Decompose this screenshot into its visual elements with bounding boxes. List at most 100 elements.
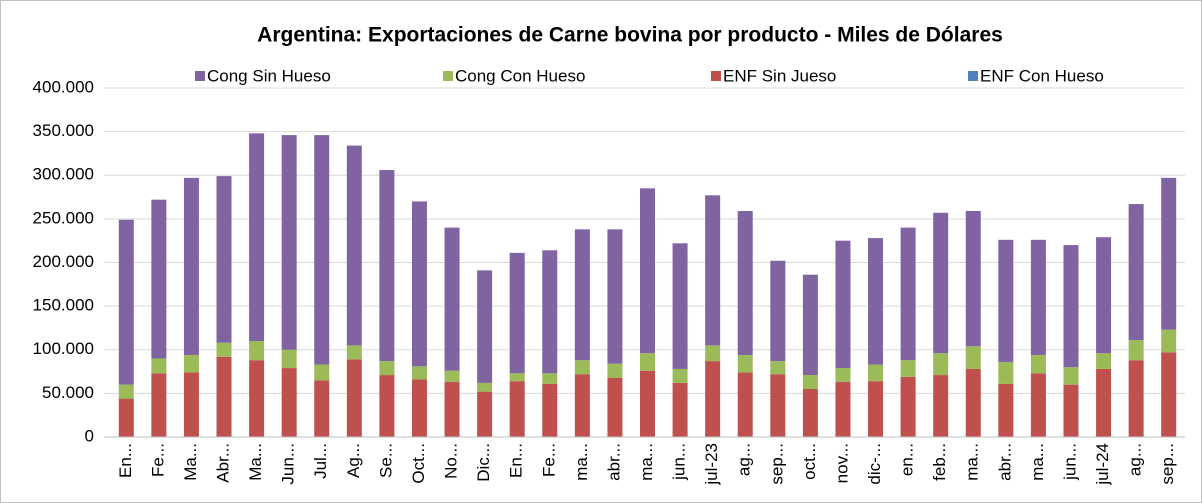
x-tick-label: nov...	[832, 443, 851, 483]
y-tick-label: 100.000	[33, 339, 94, 358]
x-tick-label: jun...	[1060, 443, 1079, 481]
bar-segment	[379, 375, 395, 437]
y-tick-label: 400.000	[33, 77, 94, 96]
bar-segment	[1096, 368, 1112, 437]
bar-segment	[835, 382, 851, 437]
bar-segment	[1161, 329, 1177, 353]
bar-segment	[1063, 245, 1079, 368]
bar-segment	[1128, 360, 1144, 437]
bar-segment	[509, 381, 525, 437]
y-tick-label: 300.000	[33, 165, 94, 184]
bar-segment	[802, 389, 818, 437]
bar-segment	[509, 252, 525, 374]
bar-segment	[477, 270, 493, 383]
bar-segment	[477, 391, 493, 437]
y-tick-label: 50.000	[42, 383, 94, 402]
y-tick-label: 350.000	[33, 121, 94, 140]
bar-segment	[411, 201, 427, 367]
bar-segment	[477, 382, 493, 392]
bar-segment	[1128, 204, 1144, 341]
legend-swatch	[195, 71, 205, 81]
x-tick-label: sep...	[1158, 443, 1177, 485]
bar-segment	[118, 398, 134, 437]
bar-segment	[444, 382, 460, 437]
bar-segment	[281, 135, 297, 350]
bar-segment	[868, 364, 884, 382]
bar-segment	[216, 356, 232, 437]
bar-segment	[151, 199, 167, 359]
x-tick-label: ma...	[1028, 443, 1047, 481]
x-tick-label: ag...	[735, 443, 754, 476]
bar-segment	[379, 170, 395, 362]
x-tick-label: jul-24	[1093, 443, 1112, 486]
bar-segment	[542, 373, 558, 384]
bar-segment	[737, 354, 753, 373]
bar-segment	[705, 345, 721, 362]
bar-segment	[314, 380, 330, 437]
x-tick-label: abr...	[604, 443, 623, 481]
bar-segment	[1096, 237, 1112, 354]
bar-segment	[542, 250, 558, 374]
legend-swatch	[968, 71, 978, 81]
bar-segment	[216, 176, 232, 343]
bar-segment	[835, 240, 851, 369]
bar-segment	[314, 364, 330, 381]
bar-segment	[705, 195, 721, 346]
bar-segment	[737, 372, 753, 437]
x-tick-label: En...	[507, 443, 526, 478]
bar-segment	[346, 345, 362, 360]
bar-segment	[183, 177, 199, 355]
legend-label: Cong Con Hueso	[455, 66, 585, 85]
bar-segment	[444, 370, 460, 383]
legend-label: ENF Sin Jueso	[723, 66, 836, 85]
x-tick-label: ma...	[572, 443, 591, 481]
x-tick-label: abr...	[995, 443, 1014, 481]
bar-segment	[607, 229, 623, 364]
bar-segment	[998, 361, 1014, 384]
bar-segment	[933, 212, 949, 354]
x-tick-label: jul-23	[702, 443, 721, 486]
bar-segment	[1030, 354, 1046, 374]
x-tick-label: dic-...	[865, 443, 884, 485]
bar-segment	[249, 133, 265, 342]
bar-segment	[411, 366, 427, 380]
x-tick-label: Ma...	[181, 443, 200, 481]
bar-segment	[672, 243, 688, 369]
x-tick-label: Oct...	[409, 443, 428, 484]
bar-segment	[933, 375, 949, 437]
bar-segment	[1128, 340, 1144, 361]
y-tick-label: 200.000	[33, 252, 94, 271]
bar-segment	[835, 368, 851, 383]
bar-segment	[281, 368, 297, 437]
bar-segment	[118, 219, 134, 385]
bar-segment	[640, 370, 655, 437]
y-tick-label: 0	[85, 426, 94, 445]
bar-segment	[314, 135, 330, 365]
bar-segment	[1161, 177, 1177, 330]
bar-segment	[770, 361, 786, 375]
bar-segment	[151, 358, 167, 374]
bar-segment	[900, 227, 916, 361]
legend-label: ENF Con Hueso	[980, 66, 1104, 85]
legend-swatch	[711, 71, 721, 81]
x-tick-label: ma...	[637, 443, 656, 481]
bar-segment	[346, 359, 362, 437]
chart-title: Argentina: Exportaciones de Carne bovina…	[257, 24, 1003, 47]
x-tick-label: feb...	[930, 443, 949, 481]
bar-segment	[1030, 239, 1046, 355]
bar-segment	[574, 374, 590, 437]
bar-segment	[183, 372, 199, 437]
bar-segment	[607, 363, 623, 378]
bar-segment	[802, 274, 818, 376]
bar-segment	[379, 361, 395, 376]
bar-segment	[249, 341, 265, 361]
bar-segment	[574, 229, 590, 361]
bar-segment	[281, 349, 297, 369]
bar-segment	[1096, 353, 1112, 369]
bar-segment	[411, 379, 427, 437]
x-tick-label: Fe...	[539, 443, 558, 477]
bar-segment	[1161, 352, 1177, 437]
x-tick-label: Ma...	[246, 443, 265, 481]
bar-segment	[1063, 384, 1079, 437]
bar-segment	[737, 211, 753, 355]
